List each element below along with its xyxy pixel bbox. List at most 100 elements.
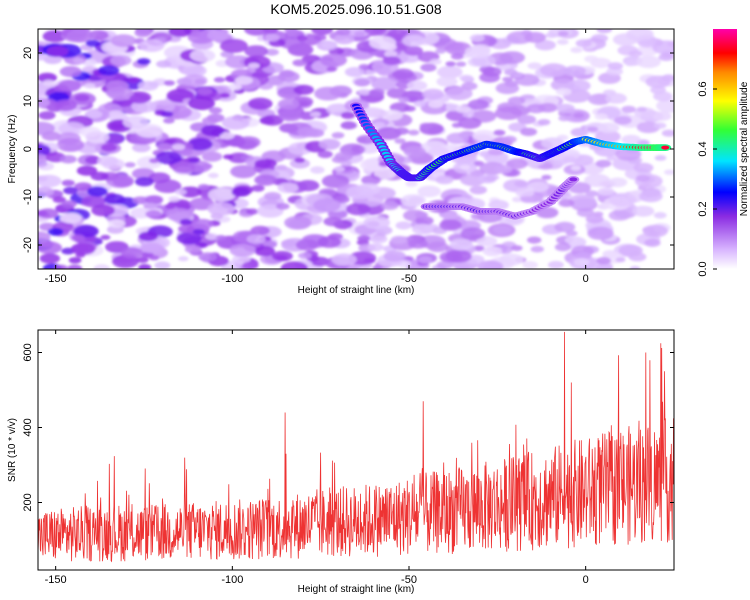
spectrogram-noise-cell: [277, 182, 299, 194]
spectrogram-noise-cell: [85, 39, 100, 47]
spectrogram-noise-cell: [635, 174, 650, 182]
spectrogram-noise-cell: [354, 31, 366, 37]
spectrogram-noise-cell: [149, 158, 160, 164]
spectrogram-noise-cell: [317, 150, 333, 159]
spectrogram-noise-cell: [71, 242, 96, 255]
spectrogram-noise-cell: [373, 121, 386, 128]
spectrogram-noise-cell: [639, 190, 663, 203]
spectrogram-y-tick-label: 20: [22, 47, 34, 59]
spectrogram-noise-cell: [573, 258, 590, 266]
spectrogram-noise-cell: [277, 98, 300, 110]
spectrogram-noise-cell: [383, 250, 406, 262]
spectrogram-noise-cell: [38, 53, 48, 61]
spectrogram-x-ticks: -150 -100 -50 0: [45, 29, 589, 285]
spectrogram-y-tick-label: -20: [22, 237, 34, 253]
spectrogram-noise-cell: [230, 165, 257, 179]
spectrogram-noise-cell: [632, 205, 655, 217]
spectrogram-noise-cell: [179, 218, 192, 225]
spectrogram-noise-cell: [329, 104, 345, 113]
spectrogram-noise-cell: [417, 185, 441, 198]
spectrogram-noise-cell: [645, 75, 671, 89]
spectrogram-noise-cell: [368, 88, 385, 97]
spectrogram-noise-cell: [280, 261, 308, 269]
spectrogram-noise-cell: [38, 153, 47, 160]
spectrogram-noise-cell: [320, 53, 347, 67]
spectrogram-noise-cell: [112, 176, 134, 188]
spectrogram-noise-cell: [87, 186, 108, 197]
spectrogram-noise-cell: [326, 66, 337, 72]
spectrogram-noise-cell: [148, 172, 171, 184]
spectrogram-noise-cell: [595, 159, 612, 168]
spectrogram-noise-layer: [38, 29, 674, 269]
spectrogram-noise-cell: [607, 62, 624, 70]
spectrogram-noise-cell: [178, 256, 189, 262]
spectrogram-noise-cell: [414, 211, 429, 219]
spectrogram-x-tick-label: -150: [45, 273, 67, 285]
spectrogram-noise-cell: [439, 219, 462, 231]
spectrogram-noise-cell: [495, 165, 513, 174]
snr-x-tick-label: 0: [583, 574, 589, 586]
spectrogram-noise-cell: [327, 209, 348, 220]
spectrogram-noise-cell: [207, 29, 229, 41]
spectrogram-noise-cell: [545, 32, 558, 39]
spectrogram-noise-cell: [172, 161, 196, 174]
spectrogram-noise-cell: [297, 126, 319, 138]
spectrogram-noise-cell: [594, 113, 608, 120]
spectrogram-noise-cell: [334, 166, 346, 172]
spectrogram-noise-cell: [451, 122, 463, 128]
spectrogram-noise-cell: [365, 69, 376, 75]
spectrogram-noise-cell: [621, 134, 641, 145]
spectrogram-noise-cell: [362, 107, 382, 117]
spectrogram-noise-cell: [335, 29, 351, 36]
spectrogram-noise-cell: [331, 132, 345, 139]
spectrogram-noise-cell: [437, 65, 463, 79]
spectrogram-noise-cell: [38, 111, 56, 120]
spectrogram-noise-cell: [394, 138, 406, 144]
spectrogram-noise-cell: [395, 221, 412, 230]
snr-x-tick-label: -150: [45, 574, 67, 586]
spectrogram-noise-cell: [187, 138, 213, 151]
spectrogram-noise-cell: [85, 156, 102, 165]
spectrogram-noise-cell: [473, 245, 485, 252]
spectrogram-noise-cell: [612, 33, 639, 46]
spectrogram-noise-cell: [530, 245, 544, 253]
spectrogram-noise-cell: [76, 165, 98, 176]
spectrogram-noise-cell: [295, 239, 319, 251]
spectrogram-noise-cell: [104, 193, 125, 205]
snr-frame: [37, 329, 675, 571]
spectrogram-noise-cell: [246, 234, 266, 244]
spectrogram-noise-cell: [85, 110, 103, 119]
spectrogram-noise-cell: [254, 174, 277, 186]
spectrogram-noise-cell: [445, 249, 472, 263]
spectrogram-noise-cell: [314, 86, 342, 101]
spectrogram-noise-cell: [344, 67, 365, 77]
spectrogram-noise-cell: [74, 182, 93, 192]
spectrogram-noise-cell: [415, 216, 434, 226]
spectrogram-noise-cell: [608, 192, 637, 207]
spectrogram-noise-cell: [502, 76, 513, 83]
snr-x-ticks: -150 -100 -50 0: [45, 330, 589, 586]
spectrogram-noise-cell: [653, 91, 673, 102]
snr-x-label: Height of straight line (km): [298, 584, 415, 595]
spectrogram-noise-cell: [109, 110, 124, 118]
spectrogram-noise-cell: [38, 144, 51, 157]
spectrogram-noise-cell: [358, 64, 370, 70]
spectrogram-noise-cell: [189, 49, 216, 63]
spectrogram-y-label: Frequency (Hz): [7, 115, 18, 184]
spectrogram-noise-cell: [566, 79, 591, 92]
spectrogram-noise-cell: [596, 29, 613, 34]
spectrogram-noise-cell: [264, 34, 280, 42]
spectrogram-noise-cell: [499, 253, 524, 266]
snr-y-tick-label: 600: [22, 343, 34, 361]
spectrogram-noise-cell: [419, 122, 433, 130]
spectrogram-noise-cell: [435, 175, 454, 185]
spectrogram-noise-cell: [163, 80, 175, 86]
spectrogram-noise-cell: [527, 236, 542, 244]
spectrogram-noise-cell: [90, 171, 109, 181]
spectrogram-noise-cell: [537, 119, 551, 126]
spectrogram-noise-cell: [178, 148, 194, 156]
spectrogram-noise-cell: [59, 212, 82, 224]
spectrogram-noise-cell: [461, 82, 478, 91]
spectrogram-y-tick-label: 0: [22, 146, 34, 152]
